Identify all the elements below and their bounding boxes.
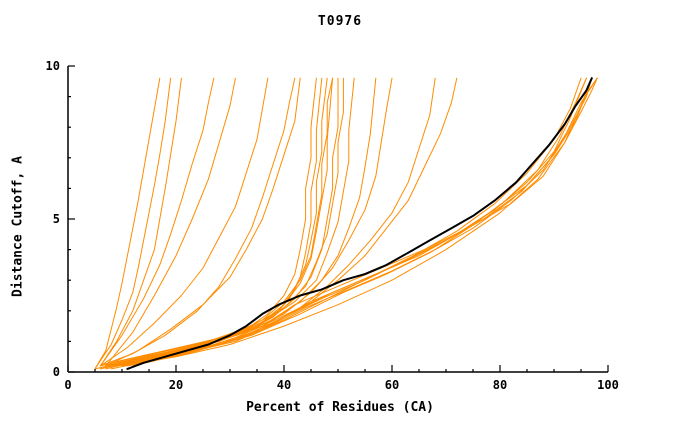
- prediction-curve: [105, 77, 236, 367]
- prediction-curve: [116, 77, 593, 367]
- y-tick-label: 0: [53, 365, 60, 379]
- y-tick-label: 5: [53, 212, 60, 226]
- prediction-curve: [105, 77, 377, 367]
- x-tick-label: 100: [597, 378, 619, 392]
- prediction-curve: [121, 77, 593, 367]
- x-axis-label: Percent of Residues (CA): [246, 400, 434, 415]
- prediction-curve: [99, 77, 334, 367]
- prediction-curve: [99, 77, 296, 367]
- reference-curve: [126, 77, 593, 370]
- prediction-curve: [126, 77, 598, 367]
- x-tick-label: 0: [64, 378, 71, 392]
- prediction-curve: [110, 77, 587, 370]
- prediction-curve: [94, 77, 323, 370]
- x-tick-label: 40: [277, 378, 291, 392]
- prediction-curve: [94, 77, 172, 370]
- prediction-curve: [99, 77, 269, 367]
- prediction-curve: [99, 77, 182, 367]
- x-tick-label: 60: [385, 378, 399, 392]
- prediction-curve: [105, 77, 328, 370]
- y-tick-label: 10: [46, 59, 60, 73]
- chart-title: T0976: [317, 14, 363, 29]
- prediction-curve: [105, 77, 301, 367]
- prediction-curve: [110, 77, 339, 367]
- x-tick-label: 20: [169, 378, 183, 392]
- prediction-curve: [99, 77, 215, 367]
- prediction-curve: [121, 77, 598, 367]
- prediction-curve: [116, 77, 458, 367]
- prediction-curve: [99, 77, 317, 370]
- prediction-curve: [105, 77, 344, 367]
- x-tick-label: 80: [493, 378, 507, 392]
- prediction-curve: [94, 77, 161, 370]
- prediction-curve: [99, 77, 334, 370]
- prediction-curve: [110, 77, 355, 364]
- prediction-curve: [132, 77, 598, 367]
